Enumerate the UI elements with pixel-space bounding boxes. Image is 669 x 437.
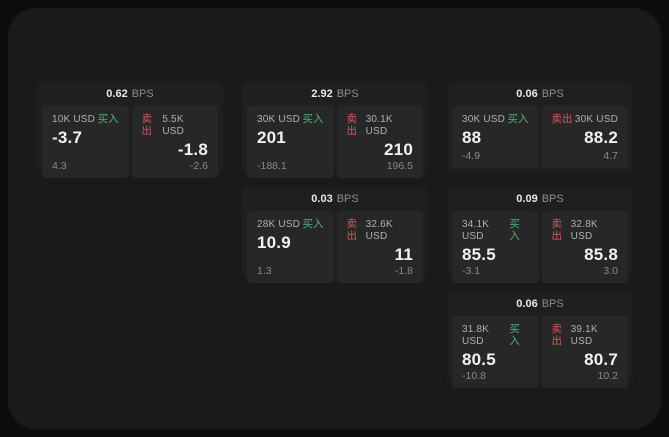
bps-unit: BPS	[541, 88, 564, 100]
sell-side-label: 卖出	[551, 218, 563, 242]
buy-size-label: 30K USD	[462, 114, 506, 125]
sell-price: 80.7	[584, 350, 618, 369]
quote-card: 0.06 BPS 31.8K USD 买入 80.5 -10.8 卖出 39.1…	[447, 292, 633, 388]
buy-price: 88	[462, 128, 482, 147]
quote-card-body: 31.8K USD 买入 80.5 -10.8 卖出 39.1K USD 80.…	[447, 316, 633, 393]
sell-side-label: 卖出	[551, 113, 573, 125]
buy-tile[interactable]: 28K USD 买入 10.9 1.3	[247, 211, 334, 283]
sell-tile[interactable]: 卖出 5.5K USD -1.8 -2.6	[131, 106, 218, 178]
bps-value: 0.62	[106, 88, 128, 100]
sell-size-label: 30K USD	[574, 114, 618, 125]
quote-card: 0.09 BPS 34.1K USD 买入 85.5 -3.1 卖出 32.8K…	[447, 187, 633, 283]
quote-card: 2.92 BPS 30K USD 买入 201 -188.1 卖出 30.1K …	[242, 82, 428, 178]
buy-tile[interactable]: 30K USD 买入 201 -188.1	[247, 106, 334, 178]
sell-price: 88.2	[584, 128, 618, 147]
sell-price: 11	[394, 245, 413, 264]
sell-tile[interactable]: 卖出 30.1K USD 210 196.5	[336, 106, 423, 178]
dashboard-panel: 0.62 BPS 10K USD 买入 -3.7 4.3 卖出 5.5K USD	[8, 8, 661, 429]
sell-size-label: 32.8K USD	[570, 219, 598, 242]
sell-delta: 3.0	[603, 265, 618, 277]
quote-card-body: 34.1K USD 买入 85.5 -3.1 卖出 32.8K USD 85.8…	[447, 211, 633, 288]
bps-value: 0.06	[516, 298, 538, 310]
buy-tile[interactable]: 10K USD 买入 -3.7 4.3	[42, 106, 129, 178]
buy-delta: -188.1	[257, 160, 287, 172]
buy-tile[interactable]: 31.8K USD 买入 80.5 -10.8	[452, 316, 539, 388]
sell-tile[interactable]: 卖出 32.8K USD 85.8 3.0	[541, 211, 628, 283]
sell-side-label: 卖出	[346, 218, 358, 242]
bps-header: 0.09 BPS	[447, 187, 633, 211]
quote-card-grid: 0.62 BPS 10K USD 买入 -3.7 4.3 卖出 5.5K USD	[37, 82, 633, 388]
bps-unit: BPS	[336, 193, 359, 205]
buy-delta: -4.9	[462, 150, 481, 162]
buy-delta: -10.8	[462, 370, 486, 382]
bps-header: 0.62 BPS	[37, 82, 223, 106]
bps-value: 0.09	[516, 193, 538, 205]
bps-unit: BPS	[131, 88, 154, 100]
buy-side-label: 买入	[507, 113, 529, 125]
buy-size-label: 34.1K USD	[462, 219, 490, 242]
quote-card-body: 30K USD 买入 201 -188.1 卖出 30.1K USD 210 1…	[242, 106, 428, 183]
bps-value: 2.92	[311, 88, 333, 100]
sell-size-label: 30.1K USD	[365, 114, 393, 137]
sell-delta: -2.6	[189, 160, 208, 172]
sell-size-label: 39.1K USD	[570, 324, 598, 347]
buy-delta: 1.3	[257, 265, 272, 277]
buy-side-label: 买入	[97, 113, 119, 125]
sell-tile[interactable]: 卖出 30K USD 88.2 4.7	[541, 106, 628, 168]
sell-tile[interactable]: 卖出 32.6K USD 11 -1.8	[336, 211, 423, 283]
sell-tile[interactable]: 卖出 39.1K USD 80.7 10.2	[541, 316, 628, 388]
buy-side-label: 买入	[509, 218, 520, 242]
sell-delta: 10.2	[597, 370, 618, 382]
bps-header: 2.92 BPS	[242, 82, 428, 106]
sell-side-label: 卖出	[346, 113, 358, 137]
quote-card-body: 28K USD 买入 10.9 1.3 卖出 32.6K USD 11 -1.8	[242, 211, 428, 288]
buy-price: 80.5	[462, 350, 496, 369]
sell-size-label: 32.6K USD	[365, 219, 393, 242]
bps-unit: BPS	[336, 88, 359, 100]
sell-size-label: 5.5K USD	[162, 114, 185, 137]
buy-tile[interactable]: 34.1K USD 买入 85.5 -3.1	[452, 211, 539, 283]
bps-unit: BPS	[541, 193, 564, 205]
buy-price: 201	[257, 128, 286, 147]
bps-header: 0.03 BPS	[242, 187, 428, 211]
buy-price: 85.5	[462, 245, 496, 264]
buy-side-label: 买入	[302, 113, 324, 125]
quote-card-body: 30K USD 买入 88 -4.9 卖出 30K USD 88.2 4.7	[447, 106, 633, 173]
buy-side-label: 买入	[509, 323, 520, 347]
buy-price: -3.7	[52, 128, 83, 147]
quote-card: 0.03 BPS 28K USD 买入 10.9 1.3 卖出 32.6K US…	[242, 187, 428, 283]
sell-side-label: 卖出	[551, 323, 563, 347]
buy-delta: -3.1	[462, 265, 481, 277]
quote-card: 0.62 BPS 10K USD 买入 -3.7 4.3 卖出 5.5K USD	[37, 82, 223, 178]
bps-header: 0.06 BPS	[447, 82, 633, 106]
buy-size-label: 30K USD	[257, 114, 301, 125]
sell-delta: 4.7	[603, 150, 618, 162]
buy-price: 10.9	[257, 233, 291, 252]
sell-delta: -1.8	[394, 265, 413, 277]
buy-delta: 4.3	[52, 160, 67, 172]
buy-side-label: 买入	[302, 218, 324, 230]
sell-price: 210	[384, 140, 413, 159]
bps-header: 0.06 BPS	[447, 292, 633, 316]
sell-delta: 196.5	[386, 160, 413, 172]
sell-side-label: 卖出	[141, 113, 153, 137]
buy-size-label: 31.8K USD	[462, 324, 490, 347]
bps-value: 0.06	[516, 88, 538, 100]
sell-price: 85.8	[584, 245, 618, 264]
buy-size-label: 10K USD	[52, 114, 96, 125]
bps-unit: BPS	[541, 298, 564, 310]
quote-card: 0.06 BPS 30K USD 买入 88 -4.9 卖出 30K USD	[447, 82, 633, 173]
quote-card-body: 10K USD 买入 -3.7 4.3 卖出 5.5K USD -1.8 -2.…	[37, 106, 223, 183]
sell-price: -1.8	[177, 140, 208, 159]
bps-value: 0.03	[311, 193, 333, 205]
buy-tile[interactable]: 30K USD 买入 88 -4.9	[452, 106, 539, 168]
buy-size-label: 28K USD	[257, 219, 301, 230]
